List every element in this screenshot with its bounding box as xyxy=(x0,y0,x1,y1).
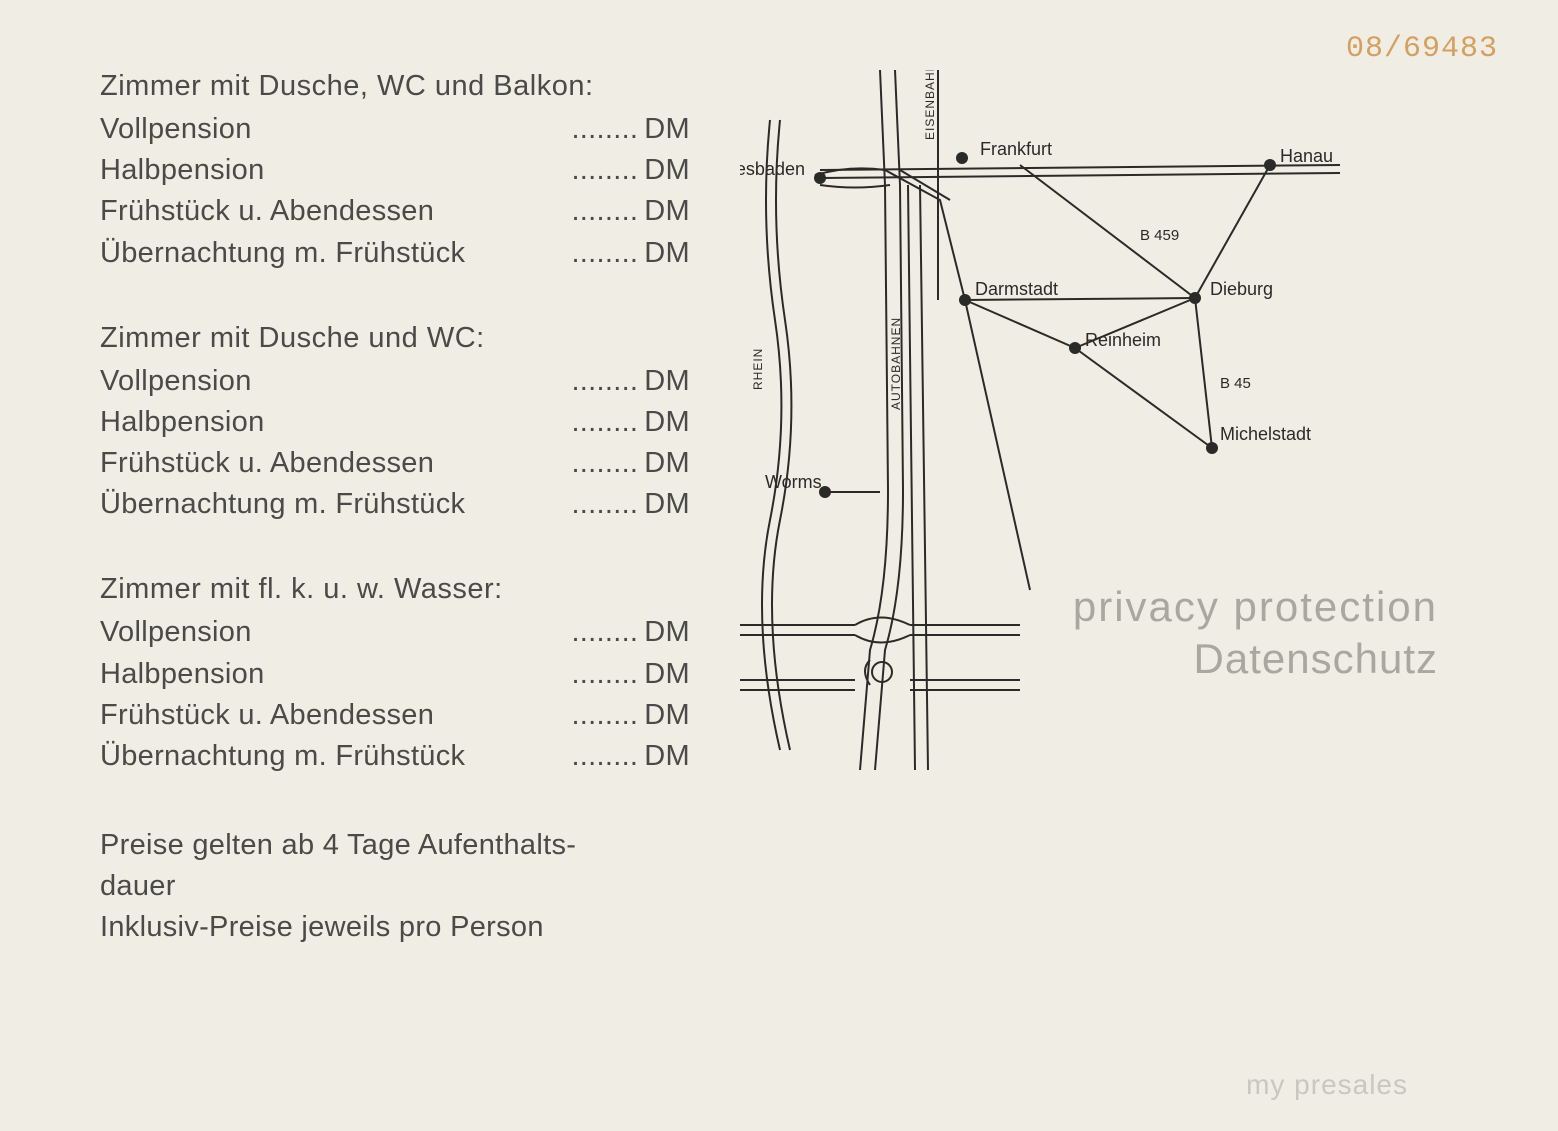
map-column: Wiesbaden Frankfurt Hanau Darmstadt Dieb… xyxy=(720,0,1558,1131)
price-row: Vollpension ........ DM xyxy=(100,361,690,402)
price-label: Übernachtung m. Frühstück xyxy=(100,233,465,274)
section-1: Zimmer mit Dusche, WC und Balkon: Vollpe… xyxy=(100,70,690,274)
watermark-privacy: privacy protection xyxy=(1073,583,1438,631)
price-list-column: Zimmer mit Dusche, WC und Balkon: Vollpe… xyxy=(0,0,720,1131)
price-currency: DM xyxy=(644,695,690,736)
footer-line-1: Preise gelten ab 4 Tage Aufenthalts- xyxy=(100,825,690,866)
price-label: Übernachtung m. Frühstück xyxy=(100,484,465,525)
footer-text: Preise gelten ab 4 Tage Aufenthalts- dau… xyxy=(100,825,690,949)
label-autobahnen: AUTOBAHNEN xyxy=(889,317,903,410)
label-hanau: Hanau xyxy=(1280,146,1333,166)
price-currency: DM xyxy=(644,612,690,653)
price-label: Halbpension xyxy=(100,654,265,695)
price-fill: ........ xyxy=(565,191,644,232)
price-fill: ........ xyxy=(565,150,644,191)
price-fill: ........ xyxy=(565,443,644,484)
section-1-title: Zimmer mit Dusche, WC und Balkon: xyxy=(100,70,690,103)
label-worms: Worms xyxy=(765,472,822,492)
label-dieburg: Dieburg xyxy=(1210,279,1273,299)
price-row: Übernachtung m. Frühstück ........ DM xyxy=(100,484,690,525)
price-label: Frühstück u. Abendessen xyxy=(100,695,434,736)
watermark-datenschutz: Datenschutz xyxy=(1194,635,1438,683)
label-reinheim: Reinheim xyxy=(1085,330,1161,350)
price-label: Halbpension xyxy=(100,402,265,443)
price-row: Halbpension ........ DM xyxy=(100,150,690,191)
label-rhein: RHEIN xyxy=(751,348,765,390)
page-container: Zimmer mit Dusche, WC und Balkon: Vollpe… xyxy=(0,0,1558,1131)
price-label: Halbpension xyxy=(100,150,265,191)
footer-line-2: dauer xyxy=(100,866,690,907)
section-2: Zimmer mit Dusche und WC: Vollpension ..… xyxy=(100,322,690,526)
price-fill: ........ xyxy=(565,109,644,150)
price-fill: ........ xyxy=(565,654,644,695)
price-currency: DM xyxy=(644,443,690,484)
price-row: Vollpension ........ DM xyxy=(100,109,690,150)
price-currency: DM xyxy=(644,654,690,695)
price-currency: DM xyxy=(644,109,690,150)
footer-line-3: Inklusiv-Preise jeweils pro Person xyxy=(100,907,690,948)
price-label: Vollpension xyxy=(100,361,252,402)
label-michelstadt: Michelstadt xyxy=(1220,424,1311,444)
watermark-presales: my presales xyxy=(1246,1069,1408,1101)
price-fill: ........ xyxy=(565,361,644,402)
price-fill: ........ xyxy=(565,484,644,525)
price-currency: DM xyxy=(644,191,690,232)
price-row: Frühstück u. Abendessen ........ DM xyxy=(100,695,690,736)
price-currency: DM xyxy=(644,736,690,777)
price-currency: DM xyxy=(644,484,690,525)
price-label: Übernachtung m. Frühstück xyxy=(100,736,465,777)
price-fill: ........ xyxy=(565,612,644,653)
price-row: Halbpension ........ DM xyxy=(100,654,690,695)
price-row: Frühstück u. Abendessen ........ DM xyxy=(100,443,690,484)
price-fill: ........ xyxy=(565,402,644,443)
label-eisenbahn: EISENBAHN xyxy=(923,70,937,140)
price-currency: DM xyxy=(644,402,690,443)
price-label: Vollpension xyxy=(100,612,252,653)
price-label: Frühstück u. Abendessen xyxy=(100,443,434,484)
price-fill: ........ xyxy=(565,233,644,274)
price-row: Übernachtung m. Frühstück ........ DM xyxy=(100,233,690,274)
label-wiesbaden: Wiesbaden xyxy=(740,159,805,179)
price-row: Halbpension ........ DM xyxy=(100,402,690,443)
label-b45: B 45 xyxy=(1220,375,1251,392)
price-currency: DM xyxy=(644,361,690,402)
label-b459: B 459 xyxy=(1140,227,1179,244)
section-2-title: Zimmer mit Dusche und WC: xyxy=(100,322,690,355)
price-currency: DM xyxy=(644,150,690,191)
price-currency: DM xyxy=(644,233,690,274)
price-label: Frühstück u. Abendessen xyxy=(100,191,434,232)
price-row: Vollpension ........ DM xyxy=(100,612,690,653)
label-darmstadt: Darmstadt xyxy=(975,279,1058,299)
price-row: Frühstück u. Abendessen ........ DM xyxy=(100,191,690,232)
price-fill: ........ xyxy=(565,736,644,777)
price-label: Vollpension xyxy=(100,109,252,150)
section-3: Zimmer mit fl. k. u. w. Wasser: Vollpens… xyxy=(100,573,690,777)
price-fill: ........ xyxy=(565,695,644,736)
label-frankfurt: Frankfurt xyxy=(980,139,1052,159)
section-3-title: Zimmer mit fl. k. u. w. Wasser: xyxy=(100,573,690,606)
price-row: Übernachtung m. Frühstück ........ DM xyxy=(100,736,690,777)
